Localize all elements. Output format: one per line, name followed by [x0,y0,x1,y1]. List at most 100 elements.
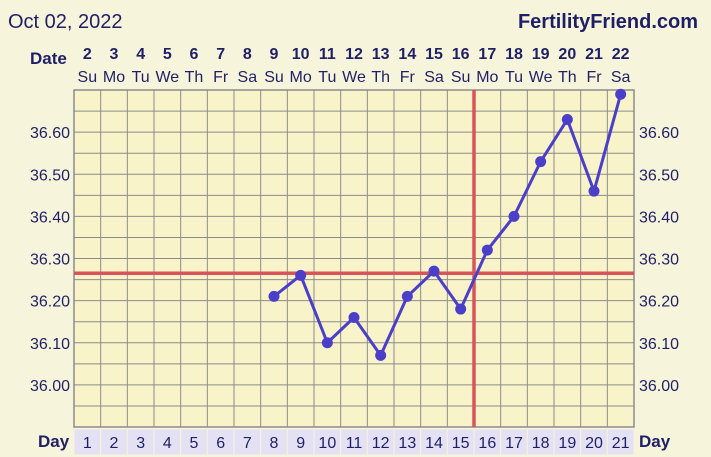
cycle-day-tick-label: 6 [216,435,225,452]
cycle-day-tick-label: 15 [452,435,470,452]
cycle-day-tick-label: 14 [425,435,443,452]
temperature-point [481,244,493,256]
cycle-day-cell [286,428,315,456]
y-tick-label-left: 36.10 [30,336,70,353]
cycle-day-tick-label: 12 [372,435,390,452]
brand-link[interactable]: FertilityFriend.com [518,11,698,33]
cycle-day-cell [500,428,528,456]
cycle-day-cell [233,428,262,456]
date-tick-label: 19 [532,46,550,63]
date-tick-label: 14 [398,46,416,63]
chart-date-title: Oct 02, 2022 [8,11,123,33]
date-tick-label: 21 [585,46,603,63]
temperature-point [455,303,467,315]
y-tick-label-left: 36.50 [30,167,70,184]
axis-labels: 2Su3Mo4Tu5We6Th7Fr8Sa9Su10Mo11Tu12We13Th… [30,46,679,456]
date-tick-label: 3 [110,46,119,63]
temperature-point [561,113,573,125]
cycle-day-tick-label: 3 [136,435,145,452]
temperature-point [535,156,547,168]
weekday-tick-label: Mo [103,69,125,86]
cycle-day-cell [393,428,422,456]
weekday-tick-label: Th [185,69,204,86]
cycle-day-tick-label: 21 [612,435,630,452]
date-tick-label: 7 [216,46,225,63]
cycle-day-cell [73,428,102,456]
temperature-point [295,269,307,281]
date-tick-label: 22 [612,46,630,63]
date-tick-label: 18 [505,46,523,63]
weekday-tick-label: Sa [424,69,444,86]
temperature-point [348,311,360,323]
cycle-day-tick-label: 10 [318,435,336,452]
cycle-day-tick-label: 1 [83,435,92,452]
y-tick-label-left: 36.00 [30,378,70,395]
weekday-tick-label: Su [78,69,98,86]
cycle-day-cell [420,428,448,456]
cycle-day-tick-label: 20 [585,435,603,452]
temperature-point [588,185,600,197]
y-tick-label-left: 36.20 [30,294,70,311]
day-row-label: Day [38,432,70,451]
cycle-day-tick-label: 19 [558,435,576,452]
cycle-day-tick-label: 8 [270,435,279,452]
temperature-point [428,265,440,277]
date-tick-label: 16 [452,46,470,63]
weekday-tick-label: Th [371,69,390,86]
weekday-tick-label: Tu [505,69,523,86]
temperature-point [401,290,413,302]
y-tick-label-left: 36.40 [30,209,70,226]
cycle-day-cell [260,428,288,456]
cycle-day-tick-label: 17 [505,435,523,452]
temperature-point [508,210,520,222]
weekday-tick-label: Su [264,69,284,86]
y-tick-label-right: 36.60 [639,125,679,142]
temperature-point [268,290,280,302]
day-row-label-right: Day [639,432,671,451]
cycle-day-tick-label: 9 [296,435,305,452]
date-tick-label: 5 [163,46,172,63]
y-tick-label-left: 36.60 [30,125,70,142]
cycle-day-cell [180,428,208,456]
cycle-day-tick-label: 7 [243,435,252,452]
cycle-day-tick-label: 18 [532,435,550,452]
y-tick-label-right: 36.30 [639,252,679,269]
weekday-tick-label: Mo [476,69,498,86]
weekday-tick-label: Fr [400,69,416,86]
weekday-tick-label: Mo [290,69,312,86]
date-tick-label: 10 [292,46,310,63]
data-series [268,88,627,361]
cycle-day-tick-label: 11 [346,435,363,452]
weekday-tick-label: Fr [213,69,229,86]
date-tick-label: 9 [270,46,279,63]
cycle-day-cell [340,428,368,456]
cycle-day-cell [553,428,582,456]
date-tick-label: 6 [190,46,199,63]
y-tick-label-right: 36.40 [639,209,679,226]
weekday-tick-label: Tu [132,69,150,86]
date-tick-label: 2 [83,46,92,63]
cycle-day-tick-label: 2 [110,435,119,452]
weekday-tick-label: Sa [611,69,631,86]
cycle-day-cell [153,428,182,456]
temperature-point [375,349,387,361]
date-tick-label: 8 [243,46,252,63]
y-tick-label-left: 36.30 [30,252,70,269]
y-tick-label-right: 36.20 [639,294,679,311]
weekday-tick-label: We [342,69,366,86]
temperature-point [615,88,627,100]
date-tick-label: 12 [345,46,363,63]
y-tick-label-right: 36.10 [639,336,679,353]
y-tick-label-right: 36.50 [639,167,679,184]
temperature-point [321,337,333,349]
cycle-day-tick-label: 5 [190,435,199,452]
date-tick-label: 17 [478,46,496,63]
date-tick-label: 11 [319,46,336,63]
cycle-day-cell [606,428,635,456]
cycle-day-tick-label: 4 [163,435,172,452]
y-tick-label-right: 36.00 [639,378,679,395]
cycle-day-cell [526,428,555,456]
date-row-label: Date [30,49,67,68]
